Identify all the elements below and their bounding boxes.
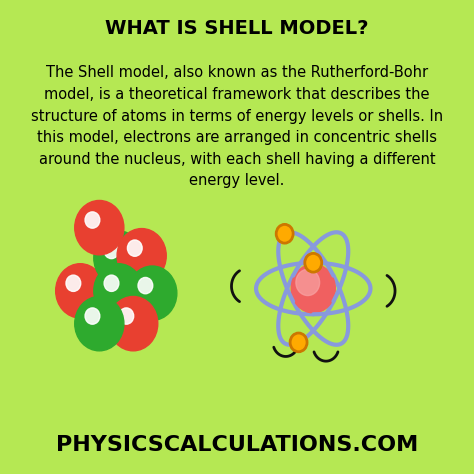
Circle shape (104, 242, 119, 259)
Circle shape (109, 297, 158, 351)
Text: The Shell model, also known as the Rutherford-Bohr
model, is a theoretical frame: The Shell model, also known as the Ruthe… (31, 65, 443, 189)
Circle shape (75, 201, 124, 255)
Circle shape (94, 231, 143, 285)
Circle shape (104, 275, 119, 292)
Circle shape (128, 266, 177, 320)
Circle shape (296, 269, 319, 296)
Circle shape (305, 254, 322, 272)
Text: WHAT IS SHELL MODEL?: WHAT IS SHELL MODEL? (105, 19, 369, 38)
Circle shape (66, 275, 81, 292)
Circle shape (119, 308, 134, 324)
Text: PHYSICSCALCULATIONS.COM: PHYSICSCALCULATIONS.COM (56, 436, 418, 456)
Circle shape (276, 224, 293, 243)
Circle shape (117, 228, 166, 283)
Circle shape (85, 212, 100, 228)
Circle shape (94, 264, 143, 318)
Circle shape (291, 264, 335, 313)
Circle shape (290, 333, 307, 352)
Circle shape (85, 308, 100, 324)
Circle shape (128, 240, 142, 256)
Circle shape (55, 264, 105, 318)
Circle shape (138, 277, 153, 294)
Circle shape (75, 297, 124, 351)
